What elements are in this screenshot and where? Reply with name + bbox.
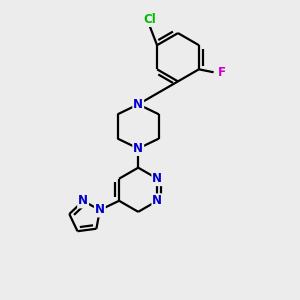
Text: N: N [133,142,143,155]
Text: N: N [78,194,88,207]
Text: Cl: Cl [143,13,156,26]
Text: N: N [152,172,162,185]
Text: N: N [95,203,105,217]
Text: N: N [133,98,143,111]
Text: F: F [218,66,226,79]
Text: N: N [152,194,162,207]
